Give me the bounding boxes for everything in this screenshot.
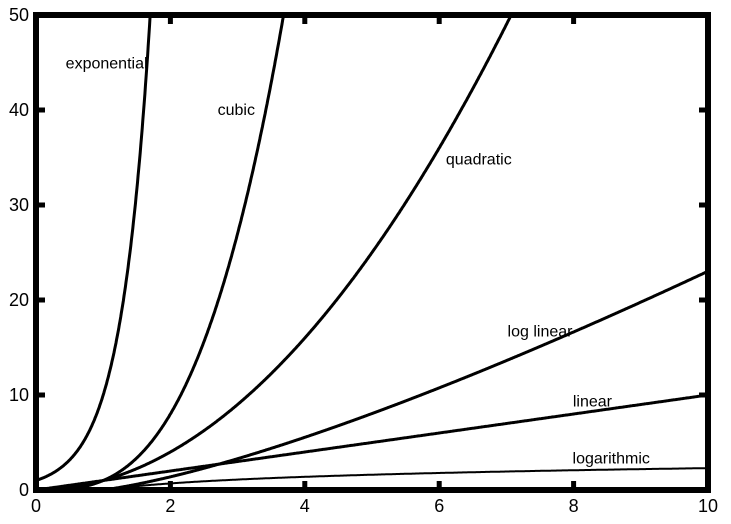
curve-linear: [36, 393, 708, 490]
y-tick-label-30: 30: [9, 195, 29, 215]
curve-quadratic: [36, 15, 513, 490]
curve-logarithmic: [96, 467, 708, 490]
curve-label-linear: linear: [573, 394, 613, 411]
curve-label-log-linear: log linear: [508, 323, 574, 340]
x-tick-label-0: 0: [31, 496, 41, 516]
y-tick-label-20: 20: [9, 290, 29, 310]
curve-cubic: [36, 15, 286, 490]
ticks-group: [33, 12, 711, 493]
curve-label-logarithmic: logarithmic: [573, 451, 650, 468]
x-tick-label-8: 8: [569, 496, 579, 516]
curve-exponential: [36, 15, 152, 482]
y-tick-label-40: 40: [9, 100, 29, 120]
plot-frame: [33, 12, 711, 493]
curve-label-exponential: exponential: [66, 56, 148, 73]
curves-group: [36, 15, 708, 490]
x-tick-label-10: 10: [698, 496, 718, 516]
x-tick-label-2: 2: [165, 496, 175, 516]
y-tick-label-50: 50: [9, 5, 29, 25]
x-tick-label-4: 4: [300, 496, 310, 516]
curve-label-cubic: cubic: [218, 102, 255, 119]
y-tick-label-0: 0: [19, 480, 29, 500]
curve-log-linear: [36, 269, 708, 490]
y-tick-label-10: 10: [9, 385, 29, 405]
curve-label-quadratic: quadratic: [446, 151, 512, 168]
x-tick-label-6: 6: [434, 496, 444, 516]
